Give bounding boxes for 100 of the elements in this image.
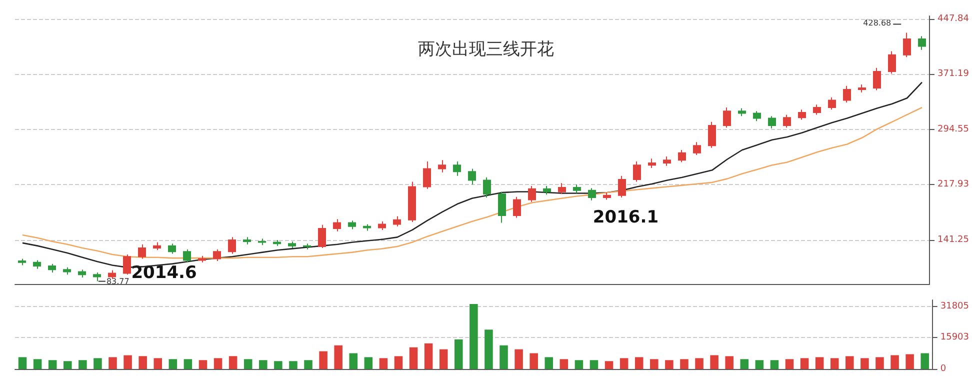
candlestick [678,150,686,163]
bar [695,358,704,369]
candlestick [723,106,731,128]
y-tick-label: 15903 [940,332,970,343]
candlestick [423,161,431,190]
line-series [22,106,923,259]
candlestick [753,110,761,122]
bar [198,360,208,369]
candlestick [168,243,176,254]
candlestick [813,104,821,116]
bar [680,359,688,369]
bar [64,361,72,369]
candlestick [483,176,491,198]
bar [800,358,809,369]
bar [815,357,824,369]
bar [920,353,929,369]
bar [620,358,628,369]
bar [214,358,222,369]
bar [830,358,839,369]
bar [785,359,794,369]
candlestick [663,156,671,166]
candlestick [798,109,806,120]
y-tick-label: 447.84 [938,14,970,24]
candlestick [828,96,836,110]
bar [500,345,508,369]
candlestick [588,188,596,201]
annotation: 2016.1 [592,208,659,228]
bar [319,351,328,369]
annotation: 2014.6 [131,262,197,283]
bar [530,353,538,369]
y-tick-label: 141.25 [938,234,970,245]
candlestick [18,258,26,266]
candlestick [453,161,461,176]
candlestick [243,236,251,245]
candlestick [78,269,86,278]
candlestick [618,175,626,198]
bar [94,358,102,369]
candlestick [123,254,131,276]
bar [876,357,884,369]
candlestick [918,36,926,50]
candlestick [543,186,551,196]
bar [168,359,178,369]
bar [454,339,463,369]
bar [364,357,373,369]
candlestick [768,116,776,129]
candlestick [33,260,41,270]
annotation: 83.77 [106,276,130,286]
bar [604,361,614,369]
candlestick [573,184,581,194]
bar [740,359,749,369]
bar [379,358,388,369]
candlestick [888,50,896,74]
candlestick [633,161,641,182]
candlestick [498,191,506,224]
bar [846,356,854,369]
candlestick [438,160,446,173]
candlestick [873,67,881,91]
candlestick [138,244,146,260]
bar [710,355,718,369]
candlestick [603,192,611,200]
bar [860,358,869,369]
candlestick [393,216,401,227]
candlestick [738,108,746,117]
candlestick [108,270,116,280]
candlestick [558,182,566,194]
candlestick [333,218,341,232]
bar [755,360,764,369]
candlestick [513,196,521,218]
bar [514,349,523,369]
bar [334,345,342,369]
bar [78,360,87,369]
y-tick-label: 31805 [940,301,970,312]
y-tick-label: 371.19 [938,69,970,80]
y-tick-label: 294.55 [938,124,970,134]
candlestick [288,240,296,248]
bar [154,358,162,369]
candlestick [48,263,56,273]
bar [470,304,478,369]
candlestick [318,224,326,248]
bar [634,357,644,369]
candlestick [228,236,236,254]
candlestick [693,142,701,156]
text: 两次出现三线开花 [418,40,554,60]
bar [560,359,568,369]
candlestick [198,255,206,263]
candlestick [903,32,911,58]
bar [725,356,734,369]
y-tick-label: 0 [940,364,946,374]
bar [274,361,282,369]
candlestick [183,248,191,263]
candlestick [408,181,416,223]
candlestick [783,114,791,128]
candlestick [213,248,221,262]
bar [484,330,493,369]
candlestick [348,220,356,230]
bar [108,357,117,369]
bar [33,359,42,369]
bar [650,359,658,369]
bar [259,360,268,369]
bar [349,353,358,369]
